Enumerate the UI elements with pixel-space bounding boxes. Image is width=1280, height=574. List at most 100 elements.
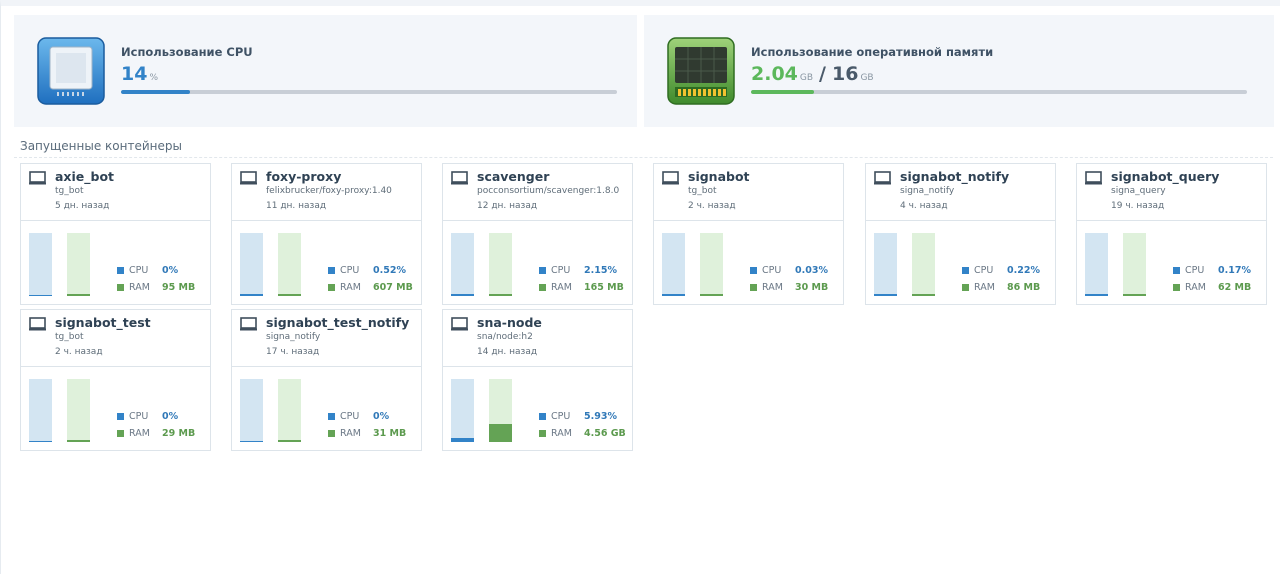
container-card[interactable]: axie_bot tg_bot 5 дн. назад CPU 0% RAM 95 MB [20,163,211,305]
container-card-header: signabot_test tg_bot 2 ч. назад [21,310,210,367]
memory-used-unit: GB [799,73,814,83]
container-ram-bar-fill [278,440,301,442]
container-card-header: signabot_query signa_query 19 ч. назад [1077,164,1266,221]
container-image: signa_notify [266,332,321,342]
cpu-legend-swatch [1173,267,1180,274]
cpu-legend-swatch [539,267,546,274]
container-started: 5 дн. назад [55,201,110,211]
ram-legend-swatch [328,284,335,291]
container-image: sna/node:h2 [477,332,533,342]
container-cpu-bar-fill [874,294,897,296]
container-card[interactable]: foxy-proxy felixbrucker/foxy-proxy:1.40 11… [231,163,422,305]
container-ram-bar [1123,233,1146,296]
ram-label: RAM [551,428,572,439]
container-cpu-value: 0% [162,411,179,422]
container-cpu-value: 0.03% [795,265,828,276]
container-card[interactable]: sna-node sna/node:h2 14 дн. назад CPU 5.93% R… [442,309,633,451]
container-image: tg_bot [55,332,84,342]
container-started: 19 ч. назад [1111,201,1165,211]
container-ram-bar [278,379,301,442]
container-card[interactable]: signabot_test tg_bot 2 ч. назад CPU 0% RAM 29 … [20,309,211,451]
ram-legend-swatch [539,430,546,437]
cpu-usage-number: 14 [121,63,148,85]
cpu-usage-bar [121,90,617,94]
cpu-legend-swatch [962,267,969,274]
cpu-usage-bar-fill [121,90,191,94]
container-ram-bar-fill [278,294,301,296]
container-card-header: axie_bot tg_bot 5 дн. назад [21,164,210,221]
container-card[interactable]: signabot_test_notify signa_notify 17 ч. на… [231,309,422,451]
container-started: 17 ч. назад [266,347,320,357]
cpu-label: CPU [974,265,994,276]
container-ram-bar [278,233,301,296]
cpu-usage-unit: % [149,73,159,83]
container-name[interactable]: signabot_test_notify [266,315,410,330]
ram-legend-swatch [962,284,969,291]
container-started: 11 дн. назад [266,201,327,211]
container-name[interactable]: sna-node [477,315,542,330]
container-ram-bar-fill [489,294,512,296]
container-name[interactable]: axie_bot [55,169,115,184]
container-ram-value: 95 MB [162,282,196,293]
container-card[interactable]: signabot_query signa_query 19 ч. назад CPU 0… [1076,163,1267,305]
container-ram-value: 607 MB [373,282,413,293]
cpu-legend-swatch [539,413,546,420]
cpu-legend-swatch [328,267,335,274]
container-card[interactable]: signabot_notify signa_notify 4 ч. назад CPU… [865,163,1056,305]
container-cpu-bar [29,233,52,296]
ram-label: RAM [974,282,995,293]
container-card[interactable]: scavenger pocconsortium/scavenger:1.8.0 12… [442,163,633,305]
container-ram-bar-fill [67,440,90,442]
container-ram-bar-fill [700,294,723,296]
cpu-legend-swatch [750,267,757,274]
container-card-header: scavenger pocconsortium/scavenger:1.8.0 12… [443,164,632,221]
container-monitor-icon [1085,171,1102,185]
ram-legend-swatch [750,284,757,291]
container-cpu-bar-fill [29,441,52,442]
container-monitor-icon [451,317,468,331]
ram-legend-swatch [1173,284,1180,291]
container-name[interactable]: foxy-proxy [266,169,342,184]
memory-used-number: 2.04 [751,63,798,85]
container-name[interactable]: signabot_notify [900,169,1010,184]
container-name[interactable]: signabot_test [55,315,151,330]
container-ram-bar [67,233,90,296]
container-ram-bar-fill [1123,294,1146,296]
container-cpu-bar-fill [240,294,263,296]
container-card-header: signabot tg_bot 2 ч. назад [654,164,843,221]
memory-usage-bar [751,90,1247,94]
container-ram-bar [700,233,723,296]
container-card-header: foxy-proxy felixbrucker/foxy-proxy:1.40 11… [232,164,421,221]
ram-label: RAM [1185,282,1206,293]
cpu-usage-title: Использование CPU [121,45,253,59]
section-divider [14,157,1273,158]
container-ram-value: 4.56 GB [584,428,626,439]
container-cpu-bar-fill [451,438,474,442]
container-cpu-bar-fill [29,295,52,296]
memory-usage-panel: Использование оперативной памяти 2.04 GB /… [644,15,1274,127]
cpu-label: CPU [129,265,149,276]
ram-legend-swatch [117,430,124,437]
container-image: tg_bot [55,186,84,196]
container-monitor-icon [874,171,891,185]
cpu-label: CPU [1185,265,1205,276]
container-name[interactable]: scavenger [477,169,550,184]
container-cpu-bar [240,379,263,442]
container-started: 2 ч. назад [55,347,103,357]
cpu-usage-panel: Использование CPU 14% [14,15,637,127]
container-name[interactable]: signabot_query [1111,169,1220,184]
memory-total-number: 16 [832,63,859,85]
container-cpu-value: 0% [373,411,390,422]
container-ram-value: 31 MB [373,428,407,439]
memory-usage-value: 2.04 GB/16 GB [751,63,874,85]
container-ram-value: 86 MB [1007,282,1041,293]
cpu-label: CPU [762,265,782,276]
container-started: 14 дн. назад [477,347,538,357]
container-card[interactable]: signabot tg_bot 2 ч. назад CPU 0.03% RAM 30 MB [653,163,844,305]
container-ram-bar-fill [912,294,935,296]
container-name[interactable]: signabot [688,169,750,184]
memory-usage-title: Использование оперативной памяти [751,45,994,59]
memory-separator: / [819,63,826,85]
container-ram-bar-fill [67,294,90,296]
container-monitor-icon [29,171,46,185]
